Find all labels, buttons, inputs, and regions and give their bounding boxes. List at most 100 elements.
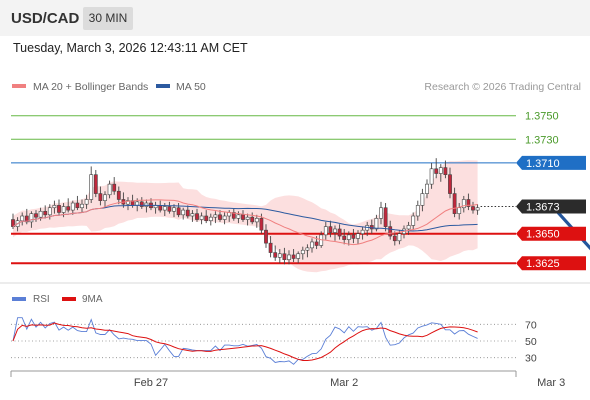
candle-body <box>383 207 388 227</box>
chart-datetime: Tuesday, March 3, 2026 12:43:11 AM CET <box>13 41 248 55</box>
candle <box>415 200 420 221</box>
candle <box>360 226 365 240</box>
candles <box>11 158 480 265</box>
candle-body <box>314 241 319 246</box>
candle-body <box>323 226 328 236</box>
candle-body <box>277 253 282 258</box>
candle <box>296 251 301 264</box>
candle <box>204 210 209 224</box>
candle <box>167 201 172 214</box>
level-label-1.3625: 1.3625 <box>526 258 560 270</box>
rsi-ma-line <box>12 322 478 361</box>
candle <box>139 197 144 209</box>
level-lines <box>11 115 516 265</box>
candle-body <box>268 242 273 253</box>
candle-body <box>254 218 259 223</box>
rsi-panel: 70 50 30 <box>11 317 537 365</box>
candle-body <box>250 216 255 223</box>
candle-body <box>66 206 71 211</box>
level-label-1.3730: 1.3730 <box>525 134 559 146</box>
candle-body <box>392 235 397 242</box>
candle-body <box>466 199 471 207</box>
candle-body <box>208 216 213 222</box>
timeframe-badge[interactable]: 30 MIN <box>83 7 133 30</box>
candle-body <box>438 167 443 174</box>
candle-body <box>360 229 365 235</box>
candle <box>80 199 84 213</box>
candle <box>411 212 416 231</box>
candle-body <box>356 233 360 239</box>
rsi-legend-swatch <box>12 297 26 301</box>
candle <box>84 194 89 209</box>
candle-body <box>84 199 89 205</box>
candle <box>438 164 443 182</box>
candle-body <box>420 193 425 206</box>
candle-body <box>379 207 383 219</box>
candle-body <box>411 215 416 226</box>
candle-body <box>305 247 310 251</box>
candle-body <box>112 183 117 192</box>
candle-body <box>273 252 278 258</box>
candle-body <box>291 254 296 259</box>
candle-body <box>218 214 222 220</box>
candle-body <box>57 205 61 213</box>
candle-body <box>204 215 209 222</box>
candle-body <box>333 228 337 233</box>
candle-body <box>167 206 172 212</box>
candle-body <box>300 249 305 255</box>
candle-body <box>11 219 15 227</box>
candle-body <box>443 167 448 175</box>
candle-body <box>471 206 475 211</box>
symbol-title: USD/CAD <box>11 10 80 27</box>
candle-body <box>98 193 103 201</box>
candle-body <box>24 215 29 223</box>
candle-body <box>310 241 314 249</box>
candle <box>277 249 282 264</box>
candle-body <box>222 215 227 220</box>
candle-body <box>406 225 411 230</box>
candle <box>328 220 333 238</box>
candle <box>250 212 255 225</box>
last-price-label: 1.3673 <box>526 202 560 214</box>
legend-label-ma20: MA 20 + Bollinger Bands <box>33 81 148 93</box>
candle <box>388 220 393 240</box>
rsi-tick-30: 30 <box>525 353 537 365</box>
candle-body <box>236 214 241 219</box>
bollinger-bands <box>13 160 478 273</box>
candle <box>461 195 466 213</box>
candle <box>112 177 117 195</box>
candle-body <box>434 168 439 174</box>
candle <box>287 250 291 265</box>
price-labels: 1.3750 1.3730 1.3710 1.3650 1.3625 1.3673 <box>516 111 586 271</box>
ma20-line <box>12 199 478 246</box>
candle-body <box>231 212 236 219</box>
candle-body <box>388 226 393 237</box>
candle <box>264 224 268 248</box>
candle-body <box>185 209 190 217</box>
candle <box>333 225 337 241</box>
candle <box>300 246 305 260</box>
x-tick-label: Mar 2 <box>330 377 358 389</box>
candle-body <box>176 207 181 216</box>
candle <box>383 203 388 232</box>
level-tag-1.3710 <box>516 155 586 170</box>
candle <box>379 201 383 225</box>
candle <box>176 203 181 218</box>
candle-body <box>195 213 199 220</box>
candle <box>310 238 314 253</box>
candle <box>346 231 351 246</box>
candle <box>43 205 48 219</box>
candle-body <box>282 253 287 260</box>
candle-body <box>264 229 268 244</box>
candle <box>93 169 98 198</box>
candle-body <box>162 206 167 211</box>
candle-body <box>43 210 48 216</box>
candle <box>218 210 222 222</box>
rsi-ma-legend-label: 9MA <box>82 294 103 305</box>
chart-header: USD/CAD 30 MIN <box>0 0 590 36</box>
candle <box>144 199 149 213</box>
candle-body <box>457 207 462 214</box>
candle-body <box>144 202 149 207</box>
candle <box>66 198 71 213</box>
candle <box>475 204 480 215</box>
